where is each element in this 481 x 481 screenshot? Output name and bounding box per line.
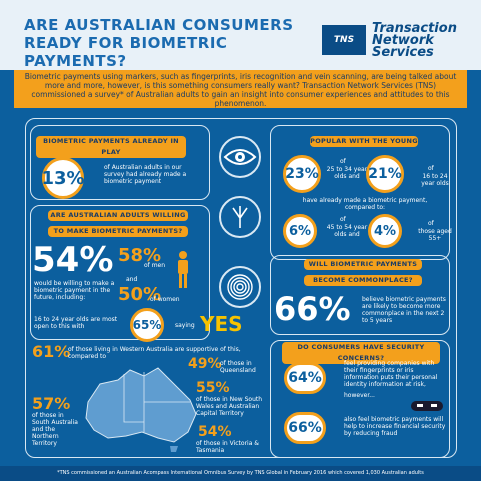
commonplace-text: believe biometric payments are likely to… (362, 296, 446, 324)
young-a-pre: of (340, 158, 346, 165)
security-a-text: feel providing companies with their fing… (344, 360, 438, 388)
willing-pct: 54% (32, 240, 114, 280)
eye-icon (219, 136, 261, 178)
commonplace-heading-1: WILL BIOMETRIC PAYMENTS (304, 259, 422, 270)
fingerprint-icon (219, 266, 261, 308)
young-c-text: 45 to 54 year olds and (326, 224, 368, 238)
already-text: of Australian adults in our survey had a… (104, 164, 187, 185)
security-heading: DO CONSUMERS HAVE SECURITY CONCERNS? (282, 342, 440, 364)
young-c-pct: 6% (283, 214, 317, 248)
nsw-pct: 55% (196, 380, 230, 396)
willing-saying: saying (175, 322, 195, 329)
already-heading: BIOMETRIC PAYMENTS ALREADY IN PLAY (36, 136, 186, 158)
willing-panel (30, 205, 210, 340)
sa-text: of those in South Australia and the Nort… (32, 412, 78, 447)
nsw-text: of those in New South Wales and Australi… (196, 396, 263, 417)
australia-map (78, 362, 208, 452)
willing-men-pct: 58% (118, 245, 162, 266)
young-a-text: 25 to 34 year olds and (326, 166, 368, 180)
young-a-pct: 23% (283, 155, 321, 193)
already-pct: 13% (41, 157, 85, 199)
already-panel (30, 125, 210, 200)
vic-pct: 54% (198, 424, 232, 440)
willing-women-label: of women (150, 296, 180, 303)
wa-pct: 61% (32, 342, 71, 361)
mask-icon (410, 398, 444, 412)
person-icon (175, 250, 191, 290)
young-d-pre: of (428, 220, 434, 227)
willing-heading-2: TO MAKE BIOMETRIC PAYMENTS? (48, 226, 188, 237)
intro-text: Biometric payments using markers, such a… (14, 70, 467, 108)
willing-heading-1: ARE AUSTRALIAN ADULTS WILLING (48, 210, 188, 221)
security-b-pct: 66% (284, 412, 326, 444)
commonplace-heading-2: BECOME COMMONPLACE? (304, 275, 422, 286)
footnote: *TNS commissioned an Australian Acompass… (0, 466, 481, 481)
vic-text: of those in Victoria & Tasmania (196, 440, 259, 454)
young-mid: have already made a biometric payment, c… (302, 197, 428, 211)
young-c-pre: of (340, 216, 346, 223)
willing-young-text: 16 to 24 year olds are most open to this… (34, 316, 118, 330)
young-heading: POPULAR WITH THE YOUNG (310, 136, 418, 147)
security-panel (270, 340, 450, 458)
willing-men-label: of men (144, 262, 166, 269)
willing-and: and (126, 276, 138, 283)
young-b-pct: 21% (366, 155, 404, 193)
young-d-text: those aged 55+ (418, 228, 452, 242)
willing-text: would be willing to make a biometric pay… (34, 280, 115, 301)
willing-women-pct: 50% (118, 284, 162, 305)
security-a-pct: 64% (284, 362, 326, 394)
security-however: however... (344, 392, 375, 399)
young-d-pct: 4% (368, 214, 402, 248)
header (0, 0, 481, 70)
willing-yes: YES (200, 312, 243, 336)
young-b-pre: of (428, 165, 434, 172)
security-b-text: also feel biometric payments will help t… (344, 416, 446, 437)
qld-pct: 49% (188, 356, 222, 372)
wa-text: of those living in Western Australia are… (68, 346, 241, 360)
willing-young-pct: 65% (130, 308, 164, 342)
vein-icon (219, 196, 261, 238)
main-panel (25, 118, 457, 458)
young-b-text: 16 to 24 year olds (421, 173, 449, 187)
commonplace-panel (270, 255, 450, 335)
page-title: ARE AUSTRALIAN CONSUMERS READY FOR BIOME… (24, 16, 294, 70)
qld-text: of those in Queensland (220, 360, 256, 374)
brand-name: Transaction Network Services (372, 21, 457, 60)
sa-pct: 57% (32, 394, 71, 413)
tns-logo: TNS (322, 25, 366, 55)
commonplace-pct: 66% (274, 290, 351, 328)
